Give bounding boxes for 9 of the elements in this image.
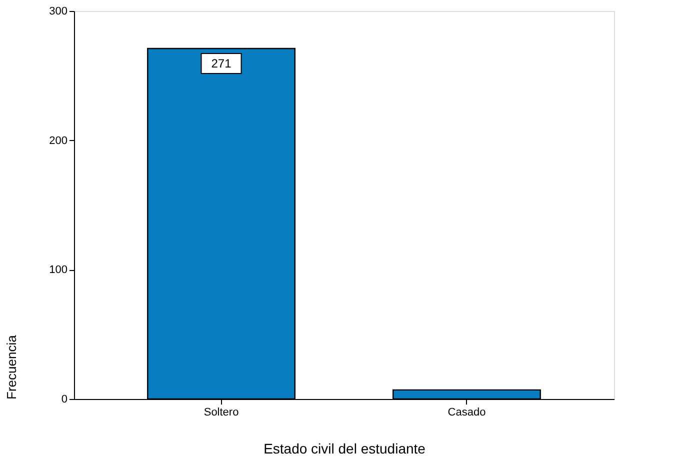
y-tick-label: 0 (61, 394, 68, 406)
x-tick-label: Soltero (204, 406, 239, 418)
x-axis-title: Estado civil del estudiante (264, 440, 426, 456)
data-label: 271 (211, 56, 232, 71)
y-tick-label: 300 (49, 6, 68, 18)
y-axis-title: Frecuencia (4, 334, 20, 400)
x-tick-label: Casado (448, 406, 486, 418)
y-tick-label: 200 (49, 134, 68, 147)
y-tick-label: 100 (49, 264, 68, 276)
